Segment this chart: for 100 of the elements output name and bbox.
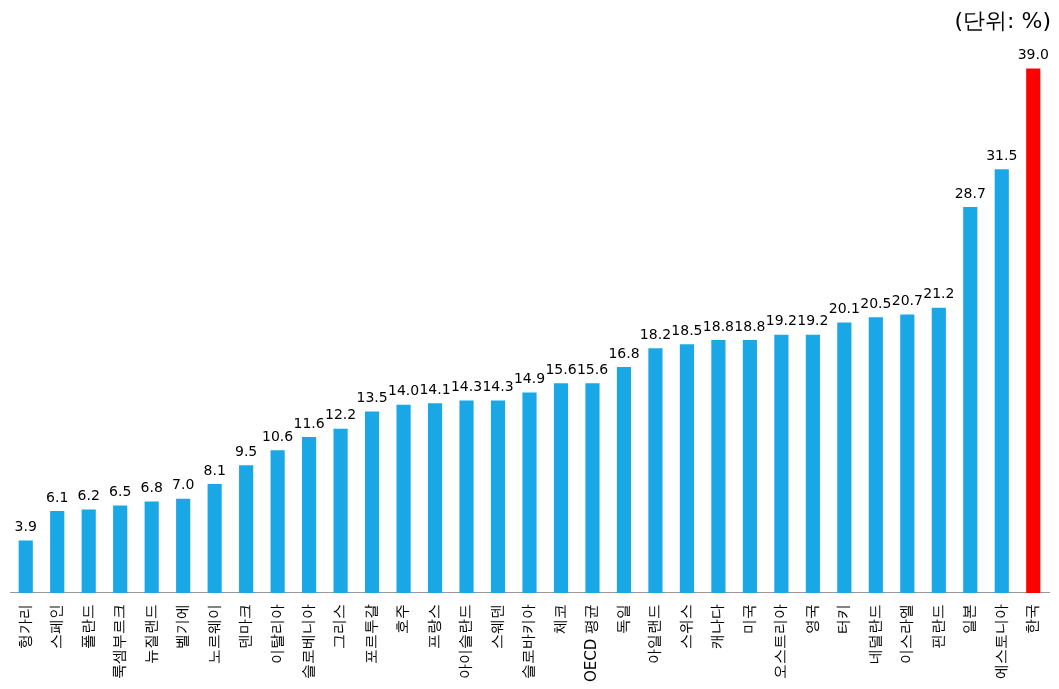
data-label: 18.8 (702, 317, 734, 334)
bar (900, 314, 915, 593)
bar (616, 367, 632, 593)
bar (302, 436, 317, 593)
data-label: 13.5 (356, 389, 388, 406)
bar (679, 344, 695, 593)
data-label: 14.1 (419, 380, 451, 397)
bar (711, 340, 726, 593)
data-label: 31.5 (986, 146, 1018, 163)
data-label: 16.8 (608, 344, 640, 361)
data-label: 19.2 (797, 312, 829, 329)
x-tick-label: 한국 (1023, 603, 1042, 634)
bar (270, 450, 285, 593)
data-label: 28.7 (954, 184, 986, 201)
x-tick-label: 슬로바키아 (519, 603, 538, 679)
x-tick-label: 이스라엘 (897, 603, 916, 664)
x-tick-label: 호주 (393, 603, 412, 634)
x-tick-label: 아이슬란드 (456, 603, 475, 679)
bar (113, 505, 128, 593)
data-label: 14.3 (482, 378, 514, 395)
data-label: 7.0 (172, 476, 195, 493)
bar (396, 404, 411, 593)
data-label: 6.8 (140, 479, 163, 496)
bar (239, 465, 254, 593)
x-tick-label: 미국 (739, 603, 758, 634)
bar (459, 400, 474, 593)
data-label: 14.3 (450, 378, 483, 395)
bar (490, 400, 506, 593)
bar (176, 498, 191, 593)
text: (단위: %) (954, 7, 1051, 35)
x-tick-label: 스위스 (676, 603, 695, 649)
x-tick-label: 그리스 (330, 603, 349, 649)
bar (742, 340, 757, 593)
data-label: 11.6 (293, 414, 325, 431)
bar (144, 501, 159, 593)
data-label: 8.1 (203, 461, 226, 478)
bar (648, 348, 663, 593)
x-tick-label: 아일랜드 (645, 603, 664, 664)
data-label: 20.1 (828, 300, 860, 317)
x-tick-label: 노르웨이 (204, 603, 223, 664)
x-tick-label: 스웨덴 (487, 603, 506, 649)
x-tick-label: 체코 (550, 603, 569, 634)
bar (18, 540, 33, 593)
x-tick-label: 덴마크 (236, 603, 255, 649)
x-tick-label: 캐나다 (708, 603, 727, 649)
data-label: 12.2 (325, 406, 357, 423)
bar (805, 334, 820, 593)
x-tick-label: 이탈리아 (267, 603, 286, 664)
data-label: 19.2 (765, 312, 797, 329)
x-tick-label: 슬로베니아 (299, 603, 317, 679)
data-label: 9.5 (235, 442, 258, 459)
bar (837, 322, 852, 593)
bar (994, 169, 1009, 593)
bar (427, 403, 443, 593)
x-tick-label: 벨기에 (173, 603, 192, 649)
data-label: 15.6 (576, 360, 609, 377)
data-label: 15.6 (545, 360, 577, 377)
data-label: 18.2 (639, 325, 672, 342)
data-label: 6.5 (109, 483, 132, 500)
x-tick-label: 프랑스 (424, 603, 443, 649)
bar (364, 411, 380, 593)
data-label: 10.6 (262, 428, 294, 445)
x-tick-label: 독일 (613, 603, 632, 634)
bar (868, 317, 883, 593)
x-tick-label: 핀란드 (928, 603, 947, 649)
data-label: 18.8 (734, 317, 766, 334)
bar (585, 383, 600, 593)
data-label: 21.2 (923, 285, 955, 302)
data-label: 6.1 (46, 488, 69, 505)
bar (1026, 68, 1041, 593)
data-label: 18.5 (671, 321, 703, 338)
data-label: 20.7 (891, 292, 923, 309)
x-tick-label: 포르투갈 (361, 603, 380, 664)
data-label: 14.9 (513, 370, 546, 387)
bar (963, 206, 978, 593)
x-tick-label: 룩셈부르크 (110, 603, 129, 679)
bar (50, 510, 65, 593)
x-tick-label: 네덜란드 (865, 603, 884, 664)
x-tick-label: 일본 (960, 603, 979, 634)
bar (553, 383, 569, 593)
data-label: 3.9 (14, 518, 37, 535)
x-tick-label: 영국 (802, 603, 821, 634)
x-tick-label: 스페인 (47, 603, 66, 649)
data-label: 14.0 (387, 382, 420, 399)
bar (207, 483, 222, 593)
x-tick-label: OECD 평균 (582, 603, 601, 682)
x-tick-label: 뉴질랜드 (141, 603, 160, 664)
data-label: 6.2 (77, 487, 100, 504)
x-tick-label: 오스트리아 (771, 603, 790, 679)
bar (774, 334, 789, 593)
data-label: 39.0 (1017, 46, 1049, 63)
x-tick-label: 헝가리 (15, 603, 34, 649)
data-label: 20.5 (860, 294, 892, 311)
bar (333, 428, 348, 593)
bar (81, 509, 96, 593)
x-tick-label: 에스토니아 (991, 603, 1010, 679)
x-tick-label: 폴란드 (78, 603, 97, 649)
bar (522, 392, 537, 593)
x-tick-label: 터키 (834, 603, 853, 634)
bar (931, 307, 946, 593)
